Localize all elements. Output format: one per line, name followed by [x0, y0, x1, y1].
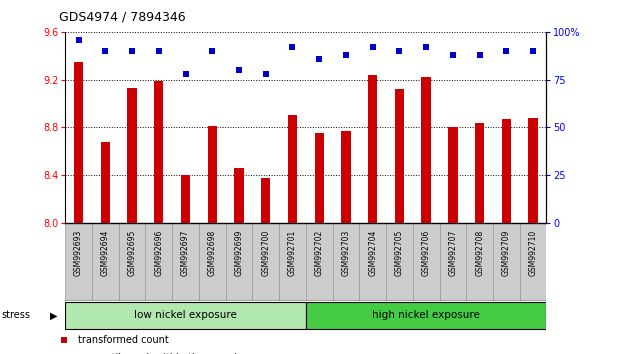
Bar: [65, 302, 306, 330]
Text: GSM992705: GSM992705: [395, 229, 404, 276]
Point: [101, 48, 111, 54]
Bar: [234, 168, 243, 223]
Text: stress: stress: [2, 310, 31, 320]
Point: [394, 48, 404, 54]
Point: [338, 266, 348, 271]
Bar: [288, 115, 297, 223]
Text: GSM992695: GSM992695: [127, 229, 137, 276]
Text: GSM992693: GSM992693: [74, 229, 83, 276]
Text: GSM992698: GSM992698: [208, 229, 217, 275]
Point: [74, 37, 84, 42]
Text: GSM992700: GSM992700: [261, 229, 270, 276]
Bar: [199, 223, 225, 301]
Point: [448, 52, 458, 58]
Bar: [475, 122, 484, 223]
Bar: [440, 223, 466, 301]
Text: GSM992696: GSM992696: [154, 229, 163, 276]
Bar: [386, 223, 413, 301]
Text: GSM992709: GSM992709: [502, 229, 511, 276]
Bar: [448, 127, 458, 223]
Text: ▶: ▶: [50, 310, 57, 320]
Text: percentile rank within the sample: percentile rank within the sample: [78, 353, 243, 354]
Point: [501, 48, 511, 54]
Point: [181, 71, 191, 77]
Bar: [145, 223, 172, 301]
Point: [314, 56, 324, 62]
Text: GSM992708: GSM992708: [475, 229, 484, 275]
Text: GSM992702: GSM992702: [315, 229, 324, 275]
Bar: [261, 178, 270, 223]
Point: [528, 48, 538, 54]
Point: [474, 52, 484, 58]
Bar: [395, 89, 404, 223]
Point: [368, 44, 378, 50]
Text: GSM992703: GSM992703: [342, 229, 350, 276]
Point: [261, 71, 271, 77]
Point: [154, 48, 164, 54]
Bar: [368, 75, 378, 223]
Point: [338, 104, 348, 110]
Point: [234, 67, 244, 73]
Point: [341, 52, 351, 58]
Bar: [360, 223, 386, 301]
Bar: [422, 77, 431, 223]
Point: [288, 44, 297, 50]
Text: GSM992707: GSM992707: [448, 229, 458, 276]
Bar: [127, 88, 137, 223]
Bar: [92, 223, 119, 301]
Text: GSM992704: GSM992704: [368, 229, 377, 276]
Text: low nickel exposure: low nickel exposure: [134, 310, 237, 320]
Text: GSM992699: GSM992699: [235, 229, 243, 276]
Text: transformed count: transformed count: [78, 335, 169, 345]
Bar: [101, 142, 110, 223]
Bar: [502, 119, 511, 223]
Text: GSM992697: GSM992697: [181, 229, 190, 276]
Bar: [306, 223, 333, 301]
Bar: [279, 223, 306, 301]
Text: GSM992710: GSM992710: [528, 229, 538, 275]
Text: GSM992694: GSM992694: [101, 229, 110, 276]
Bar: [333, 223, 360, 301]
Point: [421, 44, 431, 50]
Bar: [528, 118, 538, 223]
Bar: [413, 223, 440, 301]
Bar: [306, 302, 546, 330]
Bar: [493, 223, 520, 301]
Point: [127, 48, 137, 54]
Bar: [342, 131, 351, 223]
Text: GSM992706: GSM992706: [422, 229, 430, 276]
Bar: [520, 223, 546, 301]
Bar: [154, 81, 163, 223]
Bar: [225, 223, 252, 301]
Text: GSM992701: GSM992701: [288, 229, 297, 275]
Text: GDS4974 / 7894346: GDS4974 / 7894346: [59, 11, 186, 24]
Bar: [252, 223, 279, 301]
Text: high nickel exposure: high nickel exposure: [372, 310, 480, 320]
Bar: [119, 223, 145, 301]
Point: [207, 48, 217, 54]
Bar: [74, 62, 83, 223]
Bar: [181, 175, 190, 223]
Bar: [172, 223, 199, 301]
Bar: [466, 223, 493, 301]
Bar: [65, 223, 92, 301]
Bar: [314, 133, 324, 223]
Bar: [207, 126, 217, 223]
